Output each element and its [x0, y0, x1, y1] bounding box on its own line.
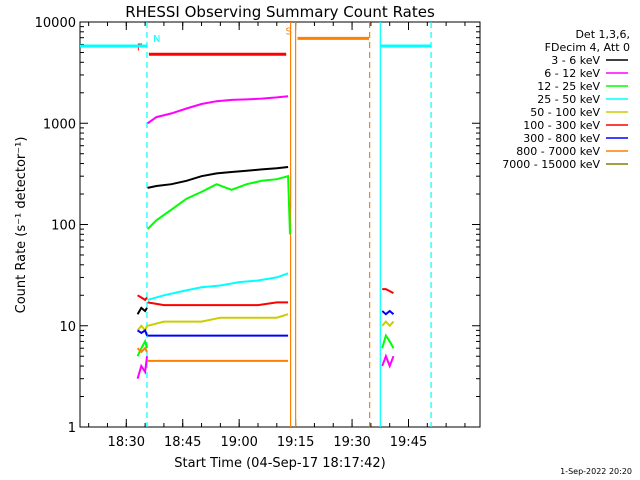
legend-entry-label: 300 - 800 keV — [523, 132, 600, 145]
series-line — [136, 306, 148, 315]
x-axis-label: Start Time (04-Sep-17 18:17:42) — [174, 456, 385, 471]
x-tick-label: 19:00 — [220, 435, 257, 450]
series-line — [381, 333, 395, 349]
series-line — [147, 166, 289, 189]
legend-entry-label: 800 - 7000 keV — [516, 145, 600, 158]
chart-title: RHESSI Observing Summary Count Rates — [125, 3, 435, 21]
legend-entry-label: 50 - 100 keV — [530, 106, 600, 119]
series-line — [381, 309, 395, 316]
series-line — [147, 313, 289, 327]
legend-entry-label: 6 - 12 keV — [544, 67, 600, 80]
y-tick-label: 10000 — [35, 16, 76, 31]
legend-header: FDecim 4, Att 0 — [545, 41, 630, 54]
legend-entry-label: 7000 - 15000 keV — [502, 158, 600, 171]
series-line — [381, 353, 395, 369]
flag-label: F — [137, 42, 143, 53]
plot-area: 1 10 100 1000 10000 18:30 18:45 19:00 19:15 19:30… — [35, 16, 481, 450]
y-tick-label: 100 — [51, 219, 76, 234]
flag-label: N — [153, 34, 160, 45]
y-axis-label: Count Rate (s⁻¹ detector⁻¹) — [14, 137, 29, 314]
series-line — [147, 301, 289, 307]
series-line — [137, 294, 148, 302]
series-line — [382, 288, 394, 294]
legend-entry-label: 3 - 6 keV — [551, 54, 600, 67]
legend-entry-label: 100 - 300 keV — [523, 119, 600, 132]
x-tick-label: 19:45 — [390, 435, 427, 450]
x-tick-label: 19:15 — [277, 435, 314, 450]
y-tick-label: 10 — [59, 320, 76, 335]
legend-entry-label: 12 - 25 keV — [537, 80, 600, 93]
series-line — [136, 346, 148, 354]
y-tick-label: 1000 — [43, 117, 76, 132]
series-line — [147, 272, 289, 301]
footer-timestamp: 1-Sep-2022 20:20 — [560, 467, 632, 476]
x-tick-label: 18:45 — [164, 435, 201, 450]
x-tick-label: 19:30 — [333, 435, 370, 450]
legend-header: Det 1,3,6, — [575, 28, 630, 41]
flag-label: S — [285, 26, 291, 37]
series-line — [136, 338, 148, 357]
y-tick-label: 1 — [68, 421, 76, 436]
series-line — [147, 95, 289, 125]
series-line — [137, 328, 148, 336]
legend-entry-label: 25 - 50 keV — [537, 93, 600, 106]
series-line — [136, 356, 148, 379]
series-line — [146, 174, 291, 235]
series-line — [136, 324, 148, 333]
series-line — [381, 320, 395, 328]
x-tick-label: 18:30 — [108, 435, 145, 450]
